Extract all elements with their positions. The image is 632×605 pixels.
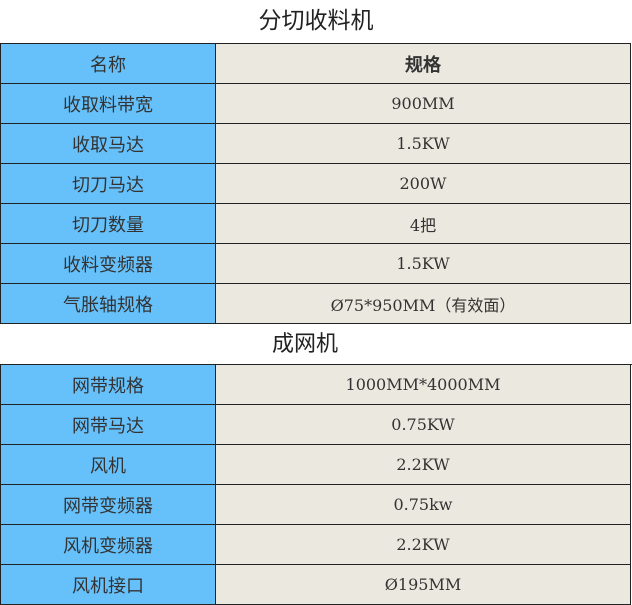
header-spec: 规格 [215, 43, 631, 84]
row-spec: 2.2KW [215, 524, 631, 565]
row-name: 网带规格 [0, 365, 216, 405]
table-row: 收取马达 1.5KW [0, 123, 631, 164]
row-spec: Ø195MM [215, 564, 631, 605]
row-name: 网带马达 [0, 404, 216, 445]
row-name: 收料变频器 [0, 243, 216, 284]
row-spec: 200W [215, 163, 631, 204]
row-name: 收取料带宽 [0, 83, 216, 124]
spec-table-web-former: 网带规格 1000MM*4000MM 网带马达 0.75KW 风机 2.2KW 网带变… [0, 365, 631, 605]
row-spec: 4把 [215, 203, 631, 244]
table-row: 网带变频器 0.75kw [0, 484, 631, 525]
table-row: 风机接口 Ø195MM [0, 564, 631, 605]
row-name: 风机接口 [0, 564, 216, 605]
header-name: 名称 [0, 43, 216, 84]
spec-table-slitting-winder: 名称 规格 收取料带宽 900MM 收取马达 1.5KW 切刀马达 200W 切刀数量… [0, 43, 631, 324]
row-name: 切刀马达 [0, 163, 216, 204]
row-spec: 2.2KW [215, 444, 631, 485]
row-spec: 0.75KW [215, 404, 631, 445]
table-row: 切刀数量 4把 [0, 203, 631, 244]
table-row: 收料变频器 1.5KW [0, 243, 631, 284]
row-name: 风机变频器 [0, 524, 216, 565]
table-row: 收取料带宽 900MM [0, 83, 631, 124]
row-spec: Ø75*950MM（有效面） [215, 283, 631, 324]
row-spec: 1.5KW [215, 243, 631, 284]
row-name: 切刀数量 [0, 203, 216, 244]
row-spec: 0.75kw [215, 484, 631, 525]
table-row: 切刀马达 200W [0, 163, 631, 204]
table-row: 网带马达 0.75KW [0, 404, 631, 445]
row-spec: 1.5KW [215, 123, 631, 164]
row-name: 风机 [0, 444, 216, 485]
table-row: 风机变频器 2.2KW [0, 524, 631, 565]
row-spec: 900MM [215, 83, 631, 124]
row-spec: 1000MM*4000MM [215, 365, 631, 405]
section-title-web-former: 成网机 [0, 324, 632, 365]
table-row: 风机 2.2KW [0, 444, 631, 485]
table-row: 网带规格 1000MM*4000MM [0, 365, 631, 405]
row-name: 网带变频器 [0, 484, 216, 525]
row-name: 气胀轴规格 [0, 283, 216, 324]
table-row: 气胀轴规格 Ø75*950MM（有效面） [0, 283, 631, 324]
table-header-row: 名称 规格 [0, 43, 631, 84]
section-title-slitting-winder: 分切收料机 [258, 8, 374, 34]
row-name: 收取马达 [0, 123, 216, 164]
